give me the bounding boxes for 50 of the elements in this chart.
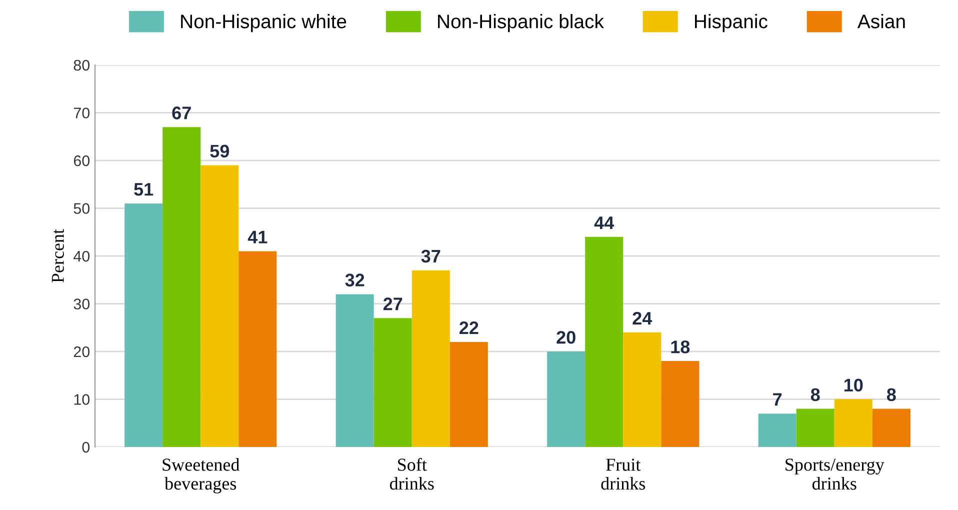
legend-label: Hispanic xyxy=(694,14,768,32)
data-label: 22 xyxy=(460,321,478,334)
data-label: 59 xyxy=(210,144,230,158)
bar xyxy=(547,352,586,447)
y-tick-label: 20 xyxy=(74,346,90,358)
y-tick-label: 70 xyxy=(74,108,90,118)
y-tick-label: 60 xyxy=(74,155,90,166)
data-label: 27 xyxy=(383,298,402,310)
legend-label: Non-Hispanic black xyxy=(438,14,604,32)
bar xyxy=(834,399,872,447)
bar xyxy=(200,165,239,447)
data-label: 18 xyxy=(671,340,690,354)
bar xyxy=(124,203,163,447)
data-label: 10 xyxy=(844,378,863,392)
data-label: 51 xyxy=(134,183,154,196)
data-label: 44 xyxy=(594,216,614,229)
data-label: 24 xyxy=(632,312,652,324)
bar xyxy=(623,332,662,447)
legend-label: Non-Hispanic white xyxy=(181,14,346,32)
bar xyxy=(336,294,374,447)
y-tick-label: 80 xyxy=(74,60,90,71)
y-tick-label: 40 xyxy=(74,250,90,262)
data-label: 37 xyxy=(421,250,440,263)
bar xyxy=(796,408,834,447)
data-label: 32 xyxy=(345,274,364,286)
bar xyxy=(661,361,700,447)
x-tick-label: Soft drinks xyxy=(390,458,434,490)
x-tick-label: Fruit drinks xyxy=(601,458,646,490)
bar xyxy=(450,342,488,447)
x-tick-label: Sports/energy drinks xyxy=(786,458,884,490)
y-axis-title: Percent xyxy=(52,229,64,283)
legend-label: Asian xyxy=(857,14,905,28)
data-label: 67 xyxy=(172,106,191,120)
data-label: 7 xyxy=(773,393,782,406)
bar xyxy=(758,414,796,447)
data-label: 8 xyxy=(886,388,896,402)
data-label: 20 xyxy=(556,330,576,344)
data-label: 8 xyxy=(810,388,820,402)
y-tick-label: 30 xyxy=(74,298,90,310)
bar xyxy=(585,236,624,447)
x-tick-label: Sweetened beverages xyxy=(162,458,240,494)
bar xyxy=(374,318,412,447)
bar xyxy=(872,408,910,447)
bar xyxy=(412,270,450,447)
bar xyxy=(238,251,277,447)
y-tick-label: 0 xyxy=(82,442,90,453)
data-label: 41 xyxy=(248,230,268,244)
bar xyxy=(162,127,201,447)
y-tick-label: 10 xyxy=(74,394,90,405)
y-tick-label: 50 xyxy=(74,203,90,214)
